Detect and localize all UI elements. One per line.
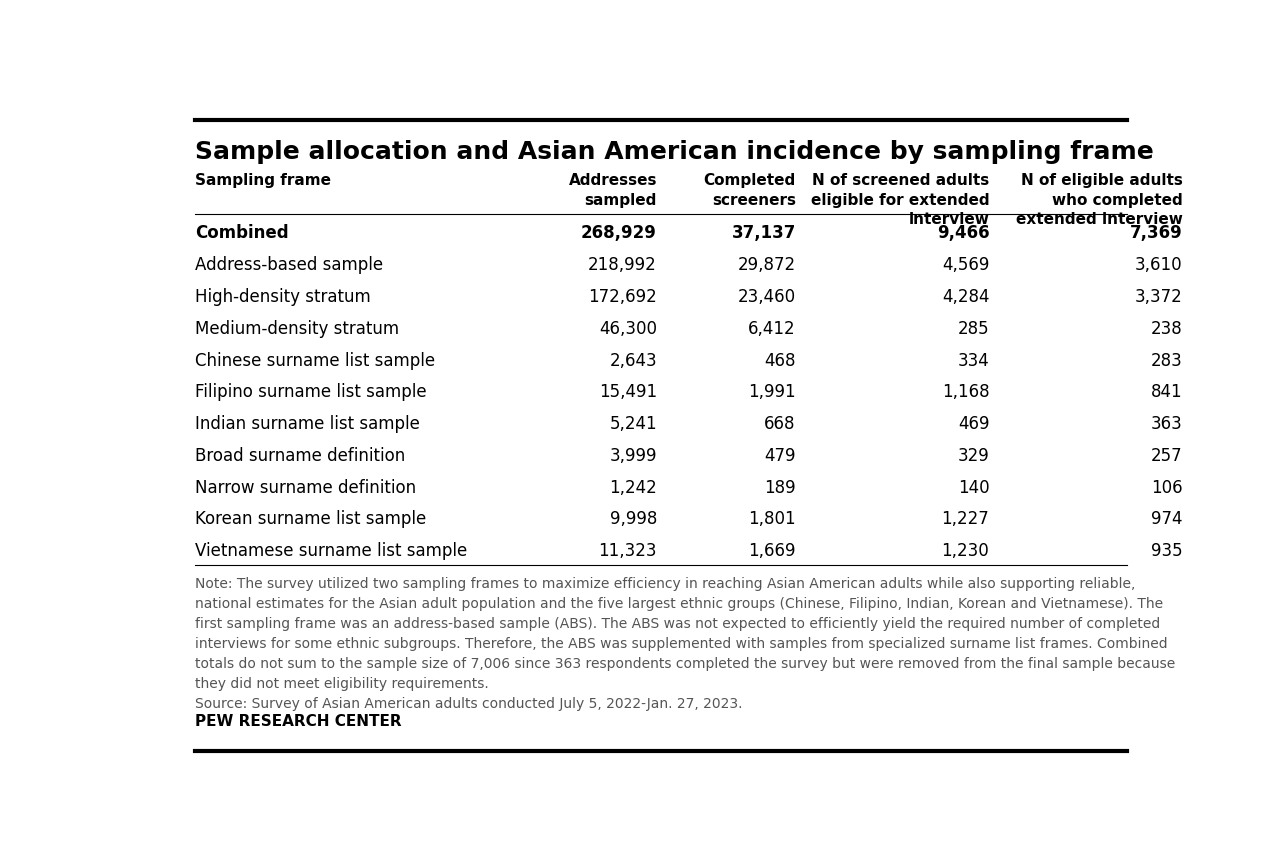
Text: Addresses
sampled: Addresses sampled bbox=[568, 173, 657, 207]
Text: 479: 479 bbox=[764, 447, 796, 465]
Text: 935: 935 bbox=[1151, 543, 1183, 560]
Text: Completed
screeners: Completed screeners bbox=[704, 173, 796, 207]
Text: N of eligible adults
who completed
extended interview: N of eligible adults who completed exten… bbox=[1016, 173, 1183, 227]
Text: 1,242: 1,242 bbox=[609, 479, 657, 497]
Text: 1,801: 1,801 bbox=[749, 511, 796, 528]
Text: Filipino surname list sample: Filipino surname list sample bbox=[195, 384, 426, 402]
Text: 15,491: 15,491 bbox=[599, 384, 657, 402]
Text: 334: 334 bbox=[957, 352, 989, 370]
Text: Address-based sample: Address-based sample bbox=[195, 256, 383, 274]
Text: 974: 974 bbox=[1151, 511, 1183, 528]
Text: Sampling frame: Sampling frame bbox=[195, 173, 330, 187]
Text: Korean surname list sample: Korean surname list sample bbox=[195, 511, 426, 528]
Text: 1,227: 1,227 bbox=[942, 511, 989, 528]
Text: 9,466: 9,466 bbox=[937, 224, 989, 243]
Text: 329: 329 bbox=[957, 447, 989, 465]
Text: Vietnamese surname list sample: Vietnamese surname list sample bbox=[195, 543, 467, 560]
Text: 257: 257 bbox=[1151, 447, 1183, 465]
Text: 9,998: 9,998 bbox=[609, 511, 657, 528]
Text: 7,369: 7,369 bbox=[1130, 224, 1183, 243]
Text: Narrow surname definition: Narrow surname definition bbox=[195, 479, 416, 497]
Text: Note: The survey utilized two sampling frames to maximize efficiency in reaching: Note: The survey utilized two sampling f… bbox=[195, 577, 1175, 711]
Text: 189: 189 bbox=[764, 479, 796, 497]
Text: PEW RESEARCH CENTER: PEW RESEARCH CENTER bbox=[195, 714, 402, 729]
Text: 668: 668 bbox=[764, 415, 796, 433]
Text: 218,992: 218,992 bbox=[589, 256, 657, 274]
Text: 469: 469 bbox=[957, 415, 989, 433]
Text: 3,610: 3,610 bbox=[1135, 256, 1183, 274]
Text: High-density stratum: High-density stratum bbox=[195, 288, 370, 306]
Text: Combined: Combined bbox=[195, 224, 288, 243]
Text: 268,929: 268,929 bbox=[581, 224, 657, 243]
Text: 238: 238 bbox=[1151, 320, 1183, 338]
Text: Indian surname list sample: Indian surname list sample bbox=[195, 415, 420, 433]
Text: 106: 106 bbox=[1151, 479, 1183, 497]
Text: Broad surname definition: Broad surname definition bbox=[195, 447, 404, 465]
Text: 283: 283 bbox=[1151, 352, 1183, 370]
Text: 29,872: 29,872 bbox=[737, 256, 796, 274]
Text: Medium-density stratum: Medium-density stratum bbox=[195, 320, 399, 338]
Text: 6,412: 6,412 bbox=[749, 320, 796, 338]
Text: Chinese surname list sample: Chinese surname list sample bbox=[195, 352, 435, 370]
Text: Sample allocation and Asian American incidence by sampling frame: Sample allocation and Asian American inc… bbox=[195, 139, 1153, 163]
Text: 172,692: 172,692 bbox=[589, 288, 657, 306]
Text: 37,137: 37,137 bbox=[731, 224, 796, 243]
Text: 46,300: 46,300 bbox=[599, 320, 657, 338]
Text: 841: 841 bbox=[1151, 384, 1183, 402]
Text: 1,991: 1,991 bbox=[749, 384, 796, 402]
Text: 1,669: 1,669 bbox=[749, 543, 796, 560]
Text: 140: 140 bbox=[957, 479, 989, 497]
Text: 23,460: 23,460 bbox=[737, 288, 796, 306]
Text: 3,999: 3,999 bbox=[609, 447, 657, 465]
Text: 5,241: 5,241 bbox=[609, 415, 657, 433]
Text: 2,643: 2,643 bbox=[609, 352, 657, 370]
Text: 1,230: 1,230 bbox=[942, 543, 989, 560]
Text: 4,569: 4,569 bbox=[942, 256, 989, 274]
Text: 11,323: 11,323 bbox=[599, 543, 657, 560]
Text: 285: 285 bbox=[957, 320, 989, 338]
Text: 4,284: 4,284 bbox=[942, 288, 989, 306]
Text: 1,168: 1,168 bbox=[942, 384, 989, 402]
Text: N of screened adults
eligible for extended
interview: N of screened adults eligible for extend… bbox=[810, 173, 989, 227]
Text: 363: 363 bbox=[1151, 415, 1183, 433]
Text: 468: 468 bbox=[764, 352, 796, 370]
Text: 3,372: 3,372 bbox=[1135, 288, 1183, 306]
